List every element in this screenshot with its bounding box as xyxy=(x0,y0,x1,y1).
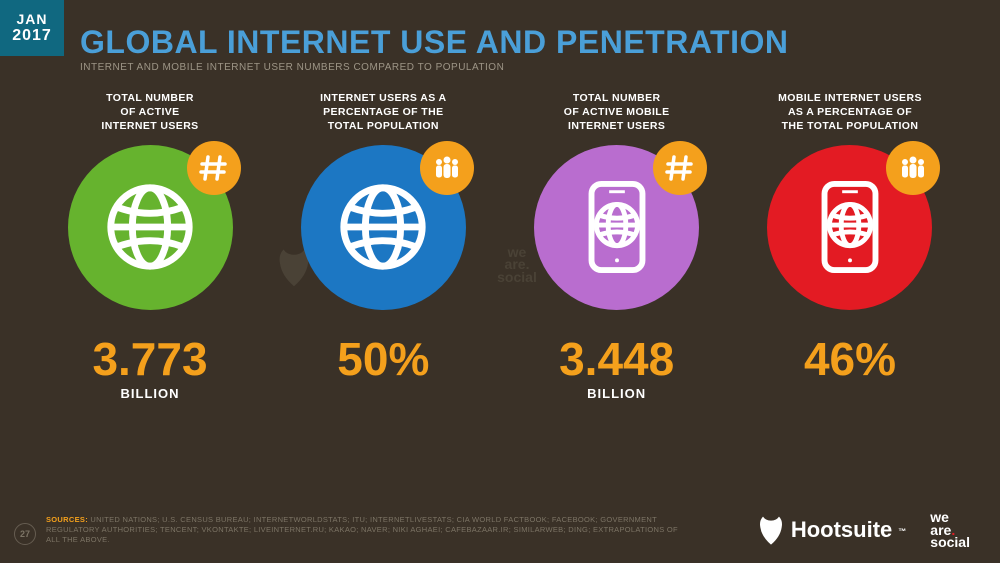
metric-graphic xyxy=(68,145,233,310)
date-year: 2017 xyxy=(12,27,52,45)
metric-unit: BILLION xyxy=(587,386,646,401)
metric-active-mobile-users: TOTAL NUMBER OF ACTIVE MOBILE INTERNET U… xyxy=(507,91,727,401)
metric-value: 3.773 xyxy=(92,336,207,382)
metric-graphic xyxy=(534,145,699,310)
metric-label: MOBILE INTERNET USERS AS A PERCENTAGE OF… xyxy=(778,91,922,137)
metric-value: 3.448 xyxy=(559,336,674,382)
page-title: GLOBAL INTERNET USE AND PENETRATION xyxy=(80,26,970,60)
metric-active-internet-users: TOTAL NUMBER OF ACTIVE INTERNET USERS 3.… xyxy=(40,91,260,401)
metric-value: 46% xyxy=(804,336,896,382)
globe-icon xyxy=(101,178,199,276)
wearesocial-logo: weare.social xyxy=(930,511,970,549)
metric-internet-penetration: INTERNET USERS AS A PERCENTAGE OF THE TO… xyxy=(273,91,493,401)
slide: JAN 2017 GLOBAL INTERNET USE AND PENETRA… xyxy=(0,0,1000,563)
metric-label: TOTAL NUMBER OF ACTIVE INTERNET USERS xyxy=(101,91,198,137)
footer: SOURCES: UNITED NATIONS; U.S. CENSUS BUR… xyxy=(0,511,1000,549)
sources-text: SOURCES: UNITED NATIONS; U.S. CENSUS BUR… xyxy=(46,515,686,545)
people-icon xyxy=(420,141,474,195)
metric-label: INTERNET USERS AS A PERCENTAGE OF THE TO… xyxy=(320,91,446,137)
metric-label: TOTAL NUMBER OF ACTIVE MOBILE INTERNET U… xyxy=(564,91,670,137)
metric-graphic xyxy=(301,145,466,310)
metric-unit: BILLION xyxy=(121,386,180,401)
sources-body: UNITED NATIONS; U.S. CENSUS BUREAU; INTE… xyxy=(46,515,678,544)
globe-icon xyxy=(334,178,432,276)
title-block: GLOBAL INTERNET USE AND PENETRATION INTE… xyxy=(80,20,970,73)
metric-mobile-penetration: MOBILE INTERNET USERS AS A PERCENTAGE OF… xyxy=(740,91,960,401)
header: JAN 2017 GLOBAL INTERNET USE AND PENETRA… xyxy=(30,20,970,73)
hootsuite-text: Hootsuite xyxy=(791,517,892,543)
sources-label: SOURCES: xyxy=(46,515,88,524)
hash-icon xyxy=(187,141,241,195)
metric-value: 50% xyxy=(337,336,429,382)
footer-logos: Hootsuite ™ weare.social xyxy=(757,511,970,549)
hash-icon xyxy=(653,141,707,195)
metrics-row: weare.social TOTAL NUMBER OF ACTIVE INTE… xyxy=(30,91,970,401)
phone-globe-icon xyxy=(568,178,666,276)
owl-icon xyxy=(757,514,785,546)
hootsuite-logo: Hootsuite ™ xyxy=(757,514,906,546)
people-icon xyxy=(886,141,940,195)
phone-globe-icon xyxy=(801,178,899,276)
date-badge: JAN 2017 xyxy=(0,0,64,56)
trademark: ™ xyxy=(898,527,906,536)
page-subtitle: INTERNET AND MOBILE INTERNET USER NUMBER… xyxy=(80,62,970,73)
metric-graphic xyxy=(767,145,932,310)
date-month: JAN xyxy=(16,12,47,27)
